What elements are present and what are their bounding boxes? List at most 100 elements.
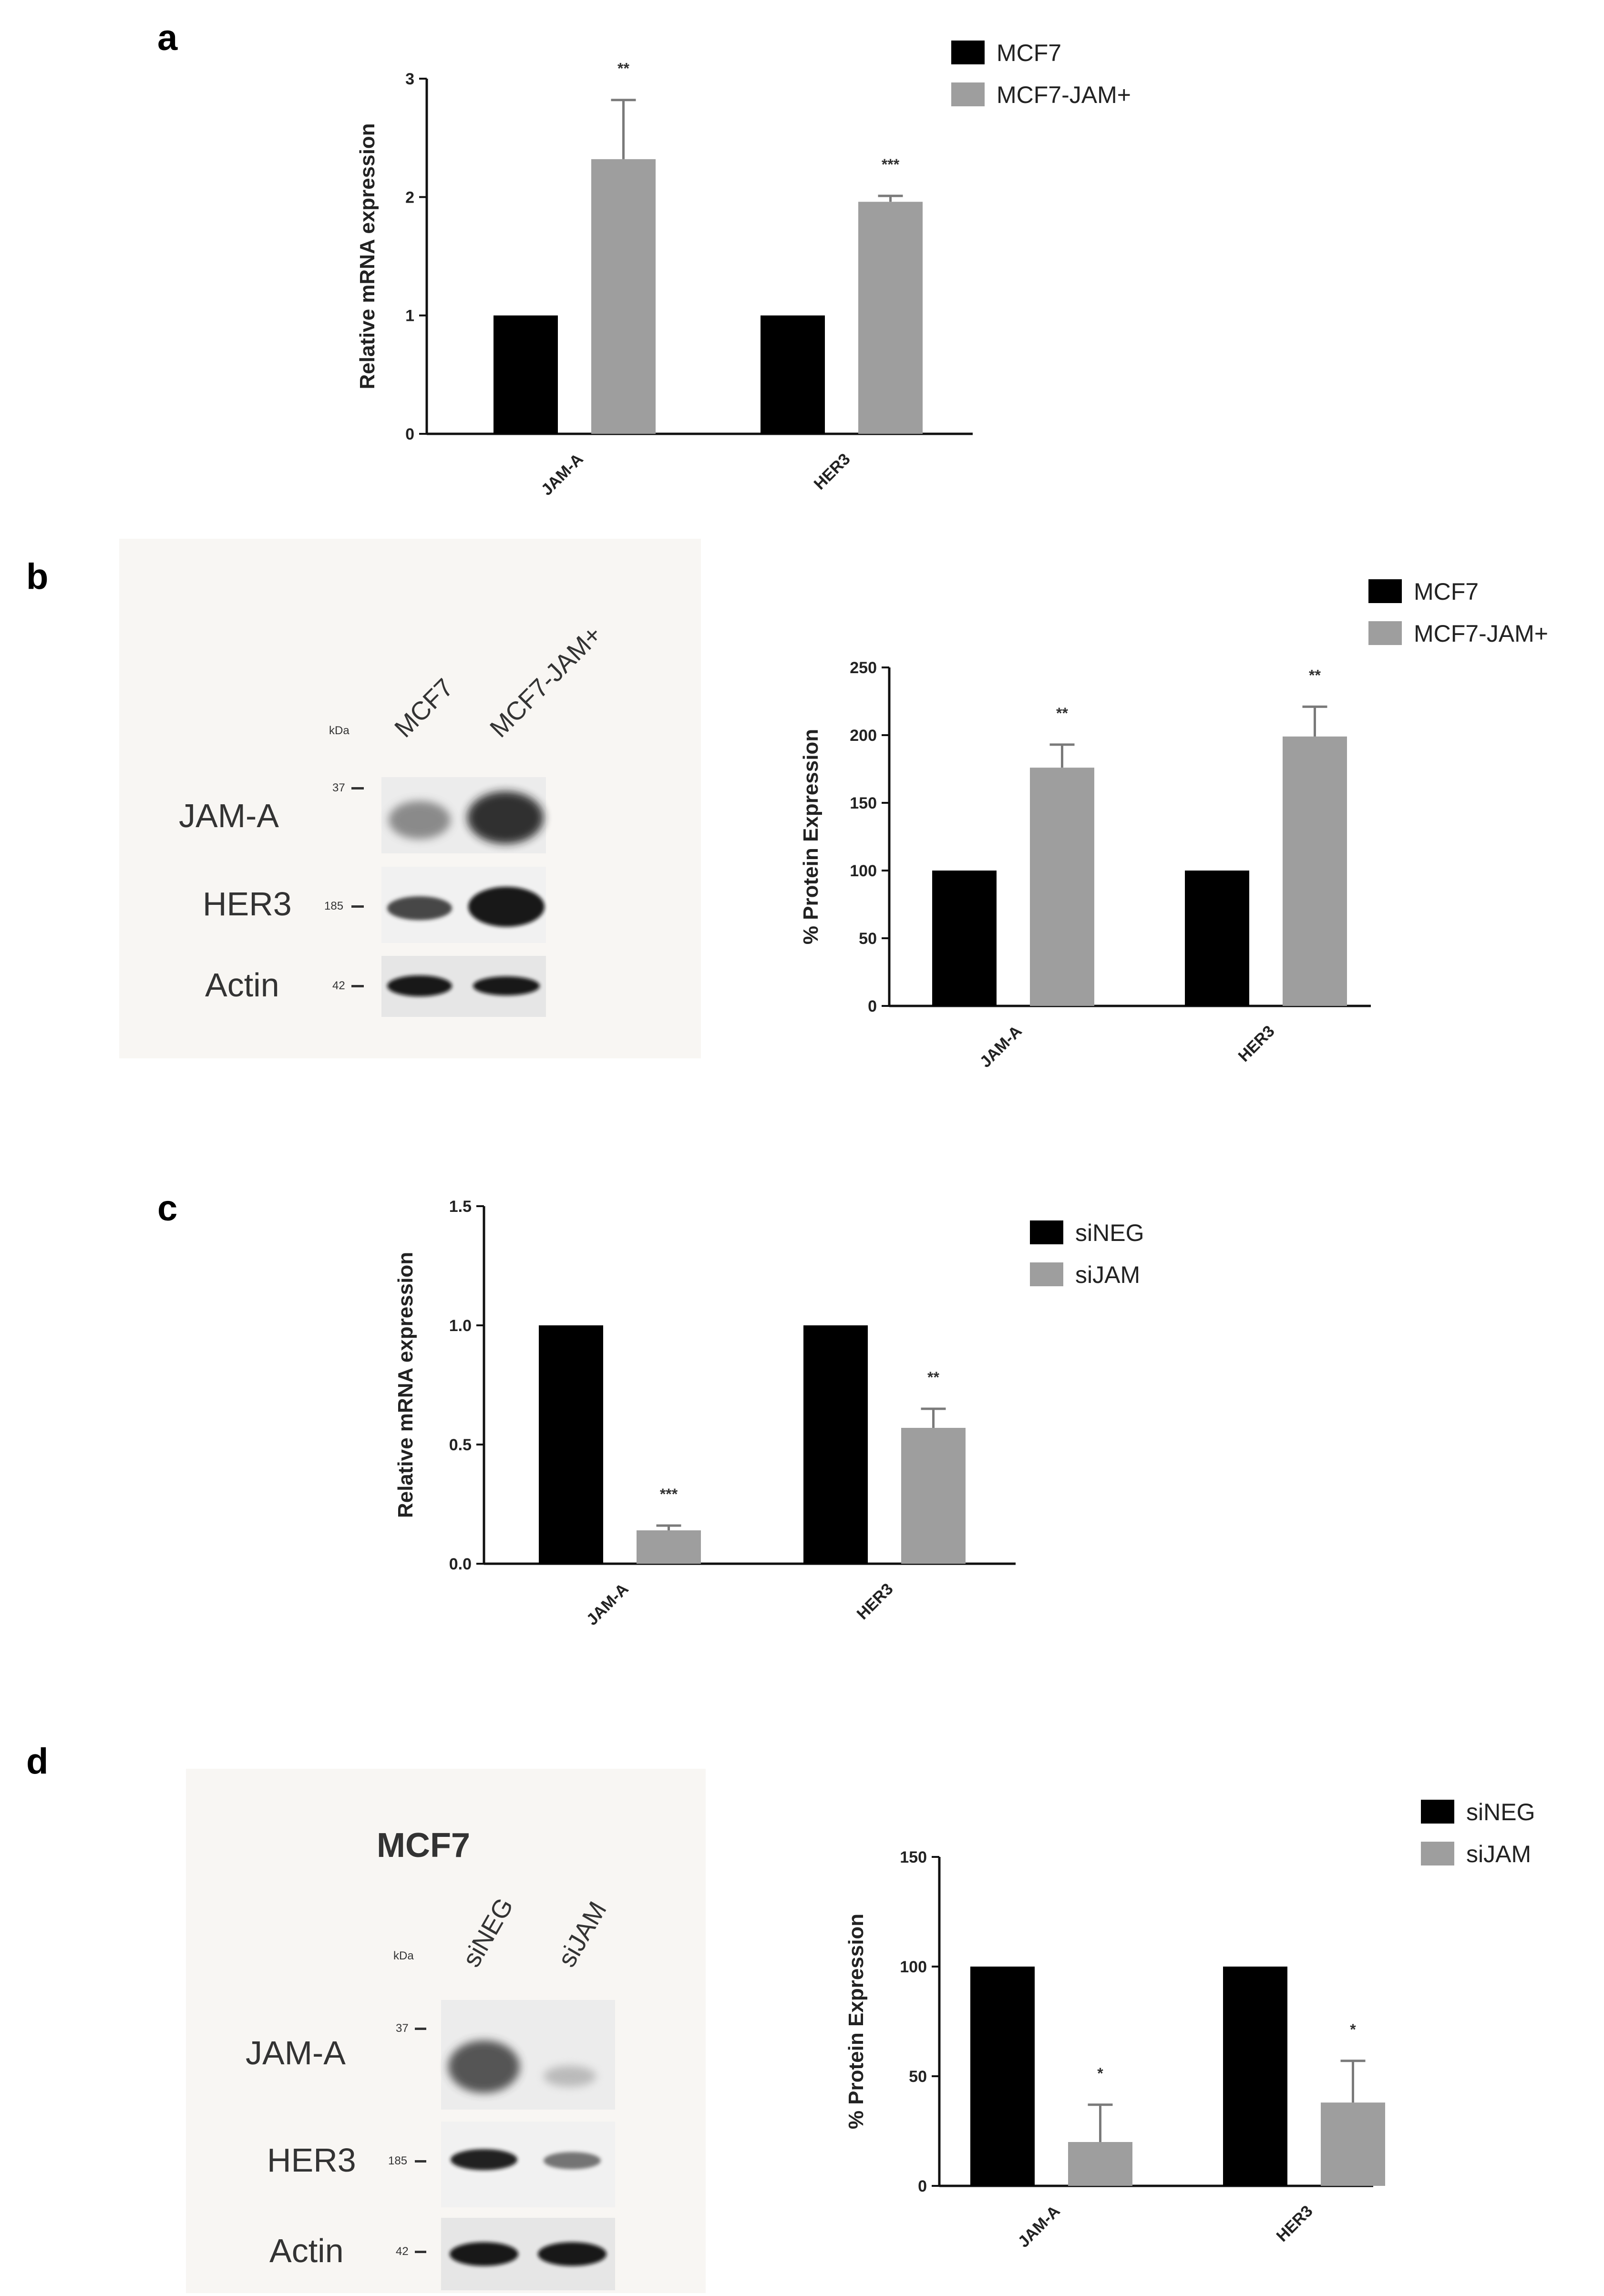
legend-label: siNEG	[1466, 1799, 1535, 1825]
blot-b-row-label: HER3	[203, 885, 292, 922]
legend-swatch	[1368, 621, 1402, 645]
bar	[932, 871, 997, 1006]
bar	[761, 315, 825, 434]
significance-marker: ***	[882, 156, 900, 173]
blot-d-kda-header: kDa	[393, 1949, 414, 1962]
bar	[539, 1325, 603, 1564]
blot-d-row-label: JAM-A	[246, 2034, 346, 2071]
legend-swatch	[1368, 579, 1402, 603]
blot-d-kda-marker: 42	[396, 2245, 409, 2258]
legend-swatch	[1030, 1220, 1063, 1244]
legend-label: MCF7	[1414, 578, 1479, 605]
blot-d-kda-tick	[415, 2028, 426, 2030]
legend-label: siJAM	[1075, 1261, 1140, 1288]
y-tick-label: 250	[850, 659, 877, 677]
bar	[591, 159, 656, 434]
panel-letter-b: b	[26, 556, 48, 597]
bar	[1283, 736, 1347, 1006]
bar	[494, 315, 558, 434]
blot-d-band	[450, 2242, 518, 2266]
blot-d-cell-line-title: MCF7	[377, 1826, 470, 1865]
legend-label: siJAM	[1466, 1841, 1531, 1867]
y-tick-label: 150	[900, 1848, 927, 1866]
blot-b-kda-tick	[351, 787, 364, 789]
blot-d-kda-tick	[415, 2251, 426, 2253]
bar	[901, 1428, 966, 1564]
y-axis-label: Relative mRNA expression	[356, 123, 379, 389]
blot-b-kda-tick	[351, 905, 364, 908]
blot-b-band	[387, 896, 452, 920]
bar	[1068, 2142, 1132, 2186]
blot-d-band	[538, 2242, 607, 2266]
blot-d-row-label: Actin	[269, 2232, 344, 2269]
blot-b-row-label: Actin	[205, 966, 279, 1004]
blot-d-kda-marker: 185	[388, 2154, 407, 2167]
y-tick-label: 100	[850, 862, 877, 880]
y-tick-label: 1	[405, 307, 414, 325]
bar	[1185, 871, 1249, 1006]
y-tick-label: 0	[918, 2177, 927, 2195]
y-tick-label: 3	[405, 70, 414, 88]
panel-letter-a: a	[157, 18, 178, 58]
x-category-label: JAM-A	[1015, 2202, 1064, 2251]
y-tick-label: 1.0	[449, 1317, 472, 1335]
x-category-label: JAM-A	[977, 1022, 1026, 1071]
bar	[1321, 2102, 1385, 2186]
x-category-label: HER3	[853, 1580, 897, 1623]
chart-panel-d: 0 50 100 150 % Protein Expression * JAM-A * HER3…	[844, 1799, 1535, 2251]
blot-d-band	[544, 2152, 601, 2169]
significance-marker: **	[1309, 666, 1321, 684]
y-tick-label: 50	[859, 930, 877, 948]
x-category-label: HER3	[811, 450, 854, 493]
y-axis-label: % Protein Expression	[844, 1914, 868, 2129]
blot-b-kda-header: kDa	[329, 724, 350, 737]
blot-b-band	[468, 887, 545, 927]
bar	[858, 202, 923, 434]
y-tick-label: 0.5	[449, 1436, 472, 1454]
significance-marker: *	[1350, 2021, 1356, 2038]
y-axis-label: % Protein Expression	[799, 729, 823, 944]
y-axis-label: Relative mRNA expression	[394, 1252, 417, 1518]
blot-d-row-label: HER3	[267, 2142, 356, 2179]
blot-d-band	[448, 2040, 520, 2093]
x-category-label: HER3	[1273, 2202, 1316, 2245]
y-tick-label: 0	[405, 425, 414, 443]
blot-d-kda-tick	[415, 2160, 426, 2163]
y-tick-label: 150	[850, 794, 877, 812]
panel-letter-d: d	[26, 1741, 48, 1782]
western-blot-b: kDa MCF7 MCF7-JAM+ JAM-A HER3 Actin 37 1…	[119, 539, 701, 1058]
bar	[1030, 768, 1094, 1006]
significance-marker: *	[1097, 2065, 1103, 2082]
blot-d-band	[544, 2066, 596, 2087]
x-category-label: JAM-A	[583, 1580, 632, 1629]
bar	[637, 1530, 701, 1564]
legend-label: MCF7-JAM+	[1414, 620, 1548, 647]
chart-panel-b: 0 50 100 150 200 250 % Protein Expression ** JAM…	[799, 578, 1548, 1071]
chart-panel-c: 0.0 0.5 1.0 1.5 Relative mRNA expression *** J…	[394, 1198, 1144, 1629]
blot-b-band	[387, 975, 452, 996]
legend-swatch	[1030, 1262, 1063, 1286]
blot-d-kda-marker: 37	[396, 2022, 409, 2035]
y-tick-label: 0	[868, 997, 877, 1015]
chart-panel-a: 0 1 2 3 Relative mRNA expression ** JAM-A *** HE…	[356, 40, 1131, 499]
legend-swatch	[951, 41, 985, 64]
significance-marker: **	[927, 1369, 939, 1386]
significance-marker: ***	[660, 1486, 678, 1503]
significance-marker: **	[1056, 705, 1068, 722]
y-tick-label: 2	[405, 188, 414, 206]
legend-label: siNEG	[1075, 1220, 1144, 1246]
blot-b-kda-marker: 37	[332, 781, 345, 794]
blot-b-band	[389, 801, 451, 839]
legend-label: MCF7-JAM+	[997, 82, 1131, 108]
blot-b-band	[467, 791, 544, 844]
x-category-label: JAM-A	[538, 450, 587, 499]
legend-swatch	[1421, 1800, 1454, 1824]
legend-swatch	[951, 82, 985, 106]
y-tick-label: 100	[900, 1958, 927, 1976]
legend-swatch	[1421, 1842, 1454, 1866]
panel-letter-c: c	[157, 1188, 177, 1229]
blot-b-kda-marker: 42	[332, 979, 345, 992]
y-tick-label: 1.5	[449, 1198, 472, 1216]
western-blot-d: MCF7 kDa siNEG siJAM JAM-A HER3 Actin 37…	[186, 1769, 706, 2293]
